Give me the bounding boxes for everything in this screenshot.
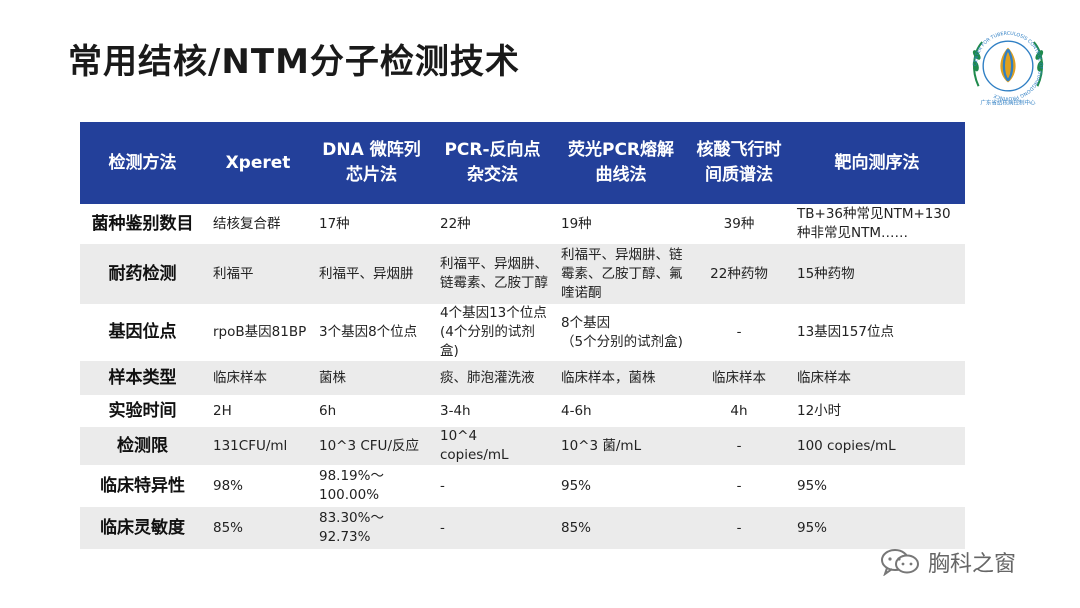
table-row: 临床灵敏度 85% 83.30%～ 92.73% - 85% - 95% (80, 507, 965, 549)
row-label: 临床灵敏度 (100, 517, 185, 538)
watermark: 胸科之窗 (880, 546, 1016, 578)
row-label: 菌种鉴别数目 (91, 213, 194, 234)
row-label: 样本类型 (108, 367, 177, 388)
row-label: 实验时间 (108, 400, 177, 421)
table-cell: 13基因157位点 (797, 324, 894, 340)
slide-title: 常用结核/NTM分子检测技术 (68, 42, 520, 82)
table-row: 菌种鉴别数目 结核复合群 17种 22种 19种 39种 TB+36种常见NTM… (80, 204, 965, 244)
row-label: 临床特异性 (100, 475, 185, 496)
table-cell: 8个基因 （5个分别的试剂盒) (561, 314, 683, 350)
table-cell: 3-4h (440, 402, 471, 419)
row-label: 基因位点 (108, 322, 177, 342)
header-cell: 荧光PCR熔解 曲线法 (567, 140, 675, 185)
logo-bottom-text: 广东省结核病控制中心 (980, 99, 1036, 107)
table-row: 实验时间 2H 6h 3-4h 4-6h 4h 12小时 (80, 395, 965, 427)
table-cell: - (736, 437, 742, 454)
table-cell: 4个基因13个位点 (4个分别的试剂盒) (440, 305, 547, 359)
table-cell: 85% (213, 519, 244, 536)
table-cell: 4h (730, 402, 748, 419)
table-cell: 10^3 CFU/反应 (319, 437, 419, 454)
comparison-table: 检测方法 Xperet DNA 微阵列 芯片法 PCR-反向点 杂交法 荧光PC… (80, 122, 965, 549)
table-cell: 2H (213, 402, 232, 419)
table-cell: 22种 (440, 215, 471, 232)
table-cell: 结核复合群 (213, 215, 281, 232)
table-cell: 85% (561, 519, 592, 536)
header-cell: 核酸飞行时 间质谱法 (696, 140, 782, 185)
table-row: 耐药检测 利福平 利福平、异烟肼 利福平、异烟肼、 链霉素、乙胺丁醇 利福平、异… (80, 244, 965, 304)
table-header-row: 检测方法 Xperet DNA 微阵列 芯片法 PCR-反向点 杂交法 荧光PC… (80, 122, 965, 204)
table-cell: rpoB基因81BP (213, 324, 307, 340)
header-cell: DNA 微阵列 芯片法 (322, 140, 421, 185)
table-cell: 6h (319, 402, 337, 419)
table-cell: 3个基因8个位点 (319, 324, 418, 340)
table-cell: - (736, 477, 742, 494)
table-cell: 95% (561, 477, 592, 494)
table-cell: 100 copies/mL (797, 437, 896, 454)
table-cell: 利福平、异烟肼、 链霉素、乙胺丁醇 (440, 256, 548, 291)
table-cell: 临床样本，菌株 (561, 369, 656, 386)
table-cell: 95% (797, 519, 828, 536)
table-cell: 利福平、异烟肼、链 霉素、乙胺丁醇、氟 喹诺酮 (561, 246, 683, 301)
table-cell: 12小时 (797, 402, 842, 419)
table-cell: - (736, 324, 742, 340)
wechat-icon (881, 549, 919, 576)
table-cell: 39种 (723, 215, 755, 232)
table-cell: 利福平 (213, 265, 254, 282)
table-row: 临床特异性 98% 98.19%～ 100.00% - 95% - 95% (80, 465, 965, 507)
table-cell: 83.30%～ 92.73% (319, 510, 384, 545)
table-cell: 临床样本 (797, 369, 851, 386)
header-cell: 检测方法 (108, 152, 177, 173)
table-cell: 临床样本 (213, 369, 267, 386)
table-cell: 利福平、异烟肼 (319, 265, 414, 282)
table-cell: 22种药物 (710, 265, 768, 282)
table-row: 基因位点 rpoB基因81BP 3个基因8个位点 4个基因13个位点 (4个分别… (80, 304, 965, 361)
table-cell: 17种 (319, 215, 350, 232)
table-row: 样本类型 临床样本 菌株 痰、肺泡灌洗液 临床样本，菌株 临床样本 临床样本 (80, 361, 965, 395)
row-label: 检测限 (117, 435, 168, 456)
header-cell: 靶向测序法 (834, 152, 920, 173)
watermark-text: 胸科之窗 (928, 552, 1017, 577)
table-cell: 10^4 copies/mL (440, 428, 509, 463)
table-cell: 131CFU/ml (213, 437, 288, 454)
table-cell: 临床样本 (712, 369, 766, 386)
table-cell: 10^3 菌/mL (561, 437, 642, 454)
table-cell: TB+36种常见NTM+130 种非常见NTM…… (797, 206, 951, 241)
table-cell: 98% (213, 477, 244, 494)
table-row: 检测限 131CFU/ml 10^3 CFU/反应 10^4 copies/mL… (80, 427, 965, 465)
table-cell: 95% (797, 477, 828, 494)
header-cell: PCR-反向点 杂交法 (444, 140, 541, 185)
table-cell: 98.19%～ 100.00% (319, 468, 384, 503)
table-cell: - (440, 477, 445, 494)
table-cell: 菌株 (319, 369, 346, 386)
row-label: 耐药检测 (108, 263, 177, 284)
table-cell: 痰、肺泡灌洗液 (440, 369, 535, 386)
tuberculosis-control-center-seal-icon: CENTER FOR TUBERCULOSIS CONTROL OF GUANG… (973, 31, 1044, 107)
table-cell: - (736, 519, 742, 536)
table-cell: 4-6h (561, 402, 592, 419)
table-cell: 15种药物 (797, 265, 855, 282)
table-cell: - (440, 519, 445, 536)
table-cell: 19种 (561, 215, 592, 232)
header-cell: Xperet (225, 152, 291, 173)
